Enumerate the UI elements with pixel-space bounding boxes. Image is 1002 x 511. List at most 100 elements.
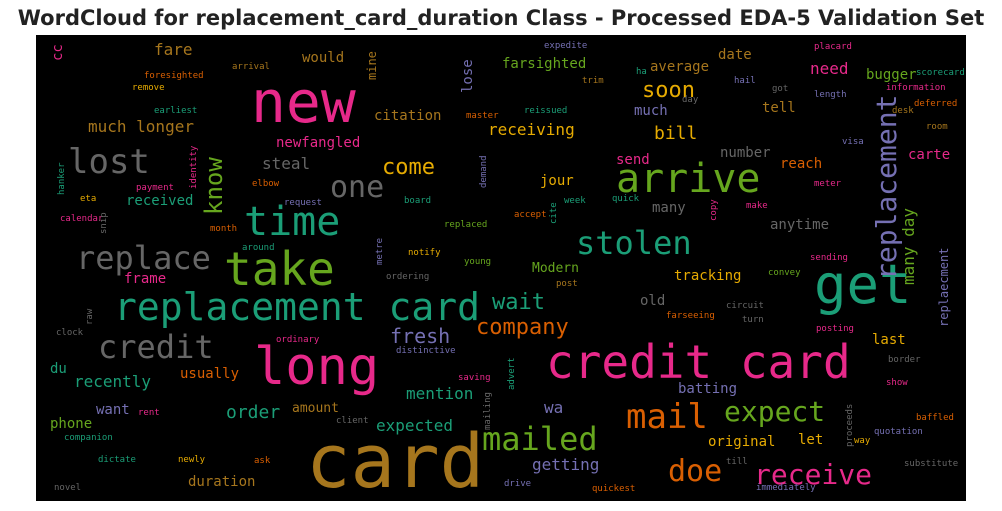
word-newfangled: newfangled xyxy=(276,135,360,151)
word-mailing: mailing xyxy=(483,392,493,430)
word-dictate: dictate xyxy=(98,455,136,465)
word-cc: cc xyxy=(50,44,66,61)
word-arrival: arrival xyxy=(232,62,270,72)
word-rent: rent xyxy=(138,408,160,418)
word-stolen: stolen xyxy=(576,224,692,262)
word-credit-card: credit card xyxy=(546,335,851,389)
word-lose: lose xyxy=(460,59,476,93)
word-recently: recently xyxy=(74,372,151,391)
word-hanker: hanker xyxy=(57,162,67,195)
word-number: number xyxy=(720,145,771,161)
word-ordering: ordering xyxy=(386,272,429,282)
word-farseeing: farseeing xyxy=(666,311,715,321)
word-raw: raw xyxy=(85,308,95,325)
word-board: board xyxy=(404,196,431,206)
word-saving: saving xyxy=(458,373,491,383)
word-wa: wa xyxy=(544,398,563,417)
word-one: one xyxy=(330,170,384,205)
word-know: know xyxy=(200,157,228,215)
word-ask: ask xyxy=(254,456,271,466)
word-take: take xyxy=(224,242,335,296)
word-need: need xyxy=(810,59,849,78)
word-would: would xyxy=(302,50,344,66)
word-hail: hail xyxy=(734,76,756,86)
word-show: show xyxy=(886,378,908,388)
word-foresighted: foresighted xyxy=(144,71,204,81)
word-meter: meter xyxy=(814,179,842,189)
word-convey: convey xyxy=(768,268,801,278)
word-reach: reach xyxy=(780,156,822,172)
word-soon: soon xyxy=(642,78,695,103)
word-placard: placard xyxy=(814,42,852,52)
word-expect: expect xyxy=(724,395,825,428)
word-desk: desk xyxy=(892,106,914,116)
word-information: information xyxy=(886,83,946,93)
word-new: new xyxy=(251,68,356,136)
word-mailed: mailed xyxy=(482,420,598,458)
word-newly: newly xyxy=(178,455,206,465)
word-metre: metre xyxy=(375,238,385,265)
word-replaced: replaced xyxy=(444,220,487,230)
word-proceeds: proceeds xyxy=(845,404,855,447)
word-want: want xyxy=(96,402,130,418)
chart-title: WordCloud for replacement_card_duration … xyxy=(17,6,985,30)
word-expedite: expedite xyxy=(544,41,587,51)
word-getting: getting xyxy=(532,455,599,474)
word-sending: sending xyxy=(810,253,848,263)
word-steal: steal xyxy=(262,154,310,173)
word-bill: bill xyxy=(654,123,697,144)
word-original: original xyxy=(708,434,775,450)
word-much-longer: much longer xyxy=(88,117,194,136)
word-reissued: reissued xyxy=(524,106,567,116)
word-fare: fare xyxy=(154,40,193,59)
word-way: way xyxy=(854,436,871,446)
word-advert: advert xyxy=(507,357,517,390)
word-day: day xyxy=(682,95,699,105)
word-anytime: anytime xyxy=(770,217,829,233)
word-modern: Modern xyxy=(532,261,579,276)
word-come: come xyxy=(382,155,435,180)
word-drive: drive xyxy=(504,479,531,489)
word-replacement-card: replacement card xyxy=(114,285,480,329)
word-trim: trim xyxy=(582,76,604,86)
word-till: till xyxy=(726,457,748,467)
word-amount: amount xyxy=(292,401,339,416)
word-citation: citation xyxy=(374,108,441,124)
word-accept: accept xyxy=(514,210,547,220)
word-cite: cite xyxy=(549,202,559,224)
word-calendar: calendar xyxy=(60,214,104,224)
word-duration: duration xyxy=(188,474,255,490)
word-doe: doe xyxy=(668,454,722,489)
word-bugger: bugger xyxy=(866,67,917,83)
word-notify: notify xyxy=(408,248,441,258)
word-young: young xyxy=(464,257,491,267)
word-wait: wait xyxy=(492,290,545,315)
word-replaecment: replaecment xyxy=(937,248,951,327)
word-copy: copy xyxy=(709,199,719,221)
word-demand: demand xyxy=(479,155,489,188)
word-novel: novel xyxy=(54,483,81,493)
word-old: old xyxy=(640,293,665,309)
word-get: get xyxy=(814,253,912,316)
word-replacement: replacement xyxy=(870,95,903,280)
word-post: post xyxy=(556,279,578,289)
word-replace: replace xyxy=(76,239,211,277)
word-turn: turn xyxy=(742,315,764,325)
word-posting: posting xyxy=(816,324,854,334)
word-master: master xyxy=(466,111,499,121)
word-tell: tell xyxy=(762,100,796,116)
word-frame: frame xyxy=(124,271,166,287)
wordcloud-canvas: card new long credit card take replacement ca… xyxy=(36,35,966,501)
word-order: order xyxy=(226,402,280,423)
word-many-day: many day xyxy=(899,208,918,285)
word-border: border xyxy=(888,355,921,365)
word-lost: lost xyxy=(68,142,150,182)
word-mention: mention xyxy=(406,384,473,403)
word-usually: usually xyxy=(180,366,239,382)
word-du: du xyxy=(50,361,67,377)
word-card: card xyxy=(306,419,484,501)
word-distinctive: distinctive xyxy=(396,346,456,356)
word-month: month xyxy=(210,224,237,234)
word-scorecard: scorecard xyxy=(916,68,965,78)
word-clock: clock xyxy=(56,328,84,338)
